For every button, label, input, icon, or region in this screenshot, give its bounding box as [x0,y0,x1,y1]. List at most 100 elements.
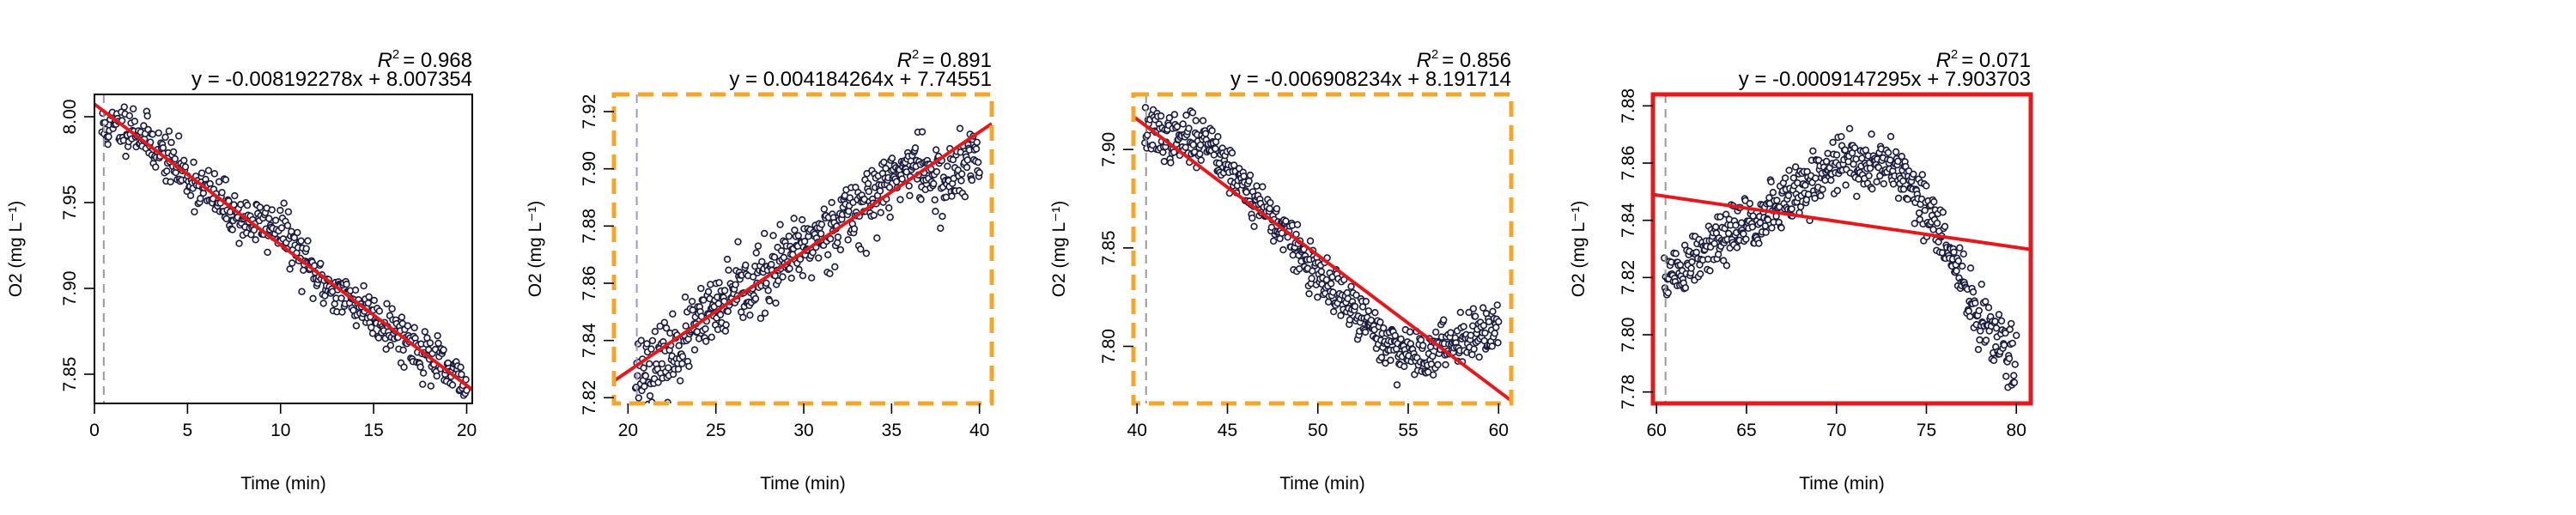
panel-1-data-point [370,296,378,305]
panel-3-data-point [1492,324,1500,331]
panel-1-data-point [131,118,139,125]
panel-1-equation: y = -0.008192278x + 8.007354 [191,68,472,91]
panel-3-data-point [1491,330,1498,337]
panel-2-data-point [932,208,939,215]
panel-2-data-point [798,215,806,224]
panel-1-x-tick-label: 20 [457,421,477,440]
panel-4-data-point [1898,152,1906,161]
panel-2-data-point [826,270,834,278]
panel-1-data-point [104,140,112,148]
panel-2-data-point [831,263,839,271]
panel-3-data-point [1361,328,1370,336]
panel-4-data-point [2002,373,2010,380]
panel-3-data-point [1429,352,1437,360]
panel-2-points [631,124,983,403]
panel-3-equation: y = -0.006908234x + 8.191714 [1230,68,1511,91]
panel-1-y-tick-label: 8.00 [60,100,80,135]
panel-2-data-point [937,224,945,233]
panel-1-data-point [343,280,350,288]
panel-2-data-point [702,337,710,345]
panel-3-data-point [1210,151,1218,159]
panel-4-data-point [1756,219,1765,227]
panel-4-data-point [1767,178,1775,186]
panel-2-data-point [682,322,690,330]
panel-4-data-point [1911,220,1919,227]
panel-1-y-tick-label: 7.95 [60,185,80,221]
panel-2-data-point [685,362,693,370]
panel-1-data-point [277,224,286,232]
panel-3-data-point [1314,294,1321,301]
panel-2-x-tick-label: 35 [882,421,902,440]
panel-3-data-point [1469,305,1478,312]
panel-4-data-point [1827,176,1835,185]
panel-4-data-point [1781,174,1789,182]
panel-3-data-point [1329,288,1337,296]
panel-3-data-point [1170,148,1178,156]
panel-2-y-axis-label: O2 (mg L⁻¹) [526,201,545,298]
panel-4-data-point [1918,171,1926,179]
panel-4-data-point [1880,179,1888,188]
panel-1-data-point [433,372,440,380]
panel-3-data-point [1185,124,1193,132]
panel-4-data-point [1788,205,1795,213]
panel-2-data-point [739,313,747,322]
panel-4-y-axis-label: O2 (mg L⁻¹) [1569,201,1589,298]
panel-3-data-point [1197,156,1205,164]
panel-1-data-point [416,363,424,371]
panel-4-data-point [1789,174,1798,182]
panel-3-data-point [1489,307,1497,316]
panel-2-data-point [772,299,780,307]
panel-3-data-point [1308,275,1315,282]
panel-2-data-point [654,379,662,386]
panel-4-y-tick-label: 7.88 [1619,88,1638,124]
panel-2-data-point [807,274,816,282]
panel-1-data-point [319,300,327,307]
panel-4-data-point [2008,339,2016,348]
panel-1-data-point [331,300,338,308]
panel-2-data-point [715,279,723,287]
panel-2-x-axis-label: Time (min) [760,474,846,494]
panel-2-data-point [877,209,884,216]
panel-4-data-point [1732,221,1740,229]
panel-1-data-point [386,342,395,349]
panel-3-data-point [1367,316,1376,324]
panel-1-data-point [434,339,442,348]
panel-2-data-point [850,225,859,233]
panel-3-data-point [1475,353,1483,361]
panel-3-data-point [1208,127,1216,135]
panel-1-data-point [426,339,434,347]
panel-3-data-point [1351,302,1359,311]
panel-4-data-point [1975,306,1983,315]
panel-2-data-point [968,176,976,185]
panel-4-data-point [1953,267,1960,275]
panel-2-r2-label: R2 = 0.891 [897,47,992,72]
panel-4-data-point [1768,224,1776,232]
panel-4-data-point [1724,229,1733,238]
panel-2-data-point [746,311,754,319]
panel-1-data-point [421,328,429,336]
panel-4-data-point [1868,185,1876,193]
panel-2-data-point [702,324,709,333]
panel-4-data-point [1971,299,1979,307]
panel-1-data-point [419,369,428,377]
panel-4-data-point [2008,319,2015,328]
panel-2-y-tick-label: 7.90 [580,151,599,186]
panel-4-data-point [1923,182,1930,190]
panel-1-data-point [297,237,305,245]
panel-2-data-point [714,300,723,307]
panel-4-data-point [1791,163,1800,171]
panel-3-data-point [1259,183,1267,191]
panel-4-data-point [1956,244,1964,251]
panel-1-data-point [368,324,375,331]
panel-4-data-point [1894,157,1902,166]
panel-2-x-tick-label: 25 [706,421,726,440]
panel-2-data-point [892,178,901,185]
panel-3-data-point [1188,109,1197,117]
panel-2-y-tick-label: 7.82 [580,380,599,415]
panel-3-data-point [1306,237,1315,245]
panel-3-y-tick-label: 7.85 [1099,230,1119,265]
panel-4-data-point [1755,239,1763,247]
panel-2: 20 25 30 35 40 7.82 7.84 7.86 7.88 7.90 7.92 Time… [526,47,994,494]
panel-1-data-point [155,129,162,137]
panel-4-data-point [2011,360,2019,368]
